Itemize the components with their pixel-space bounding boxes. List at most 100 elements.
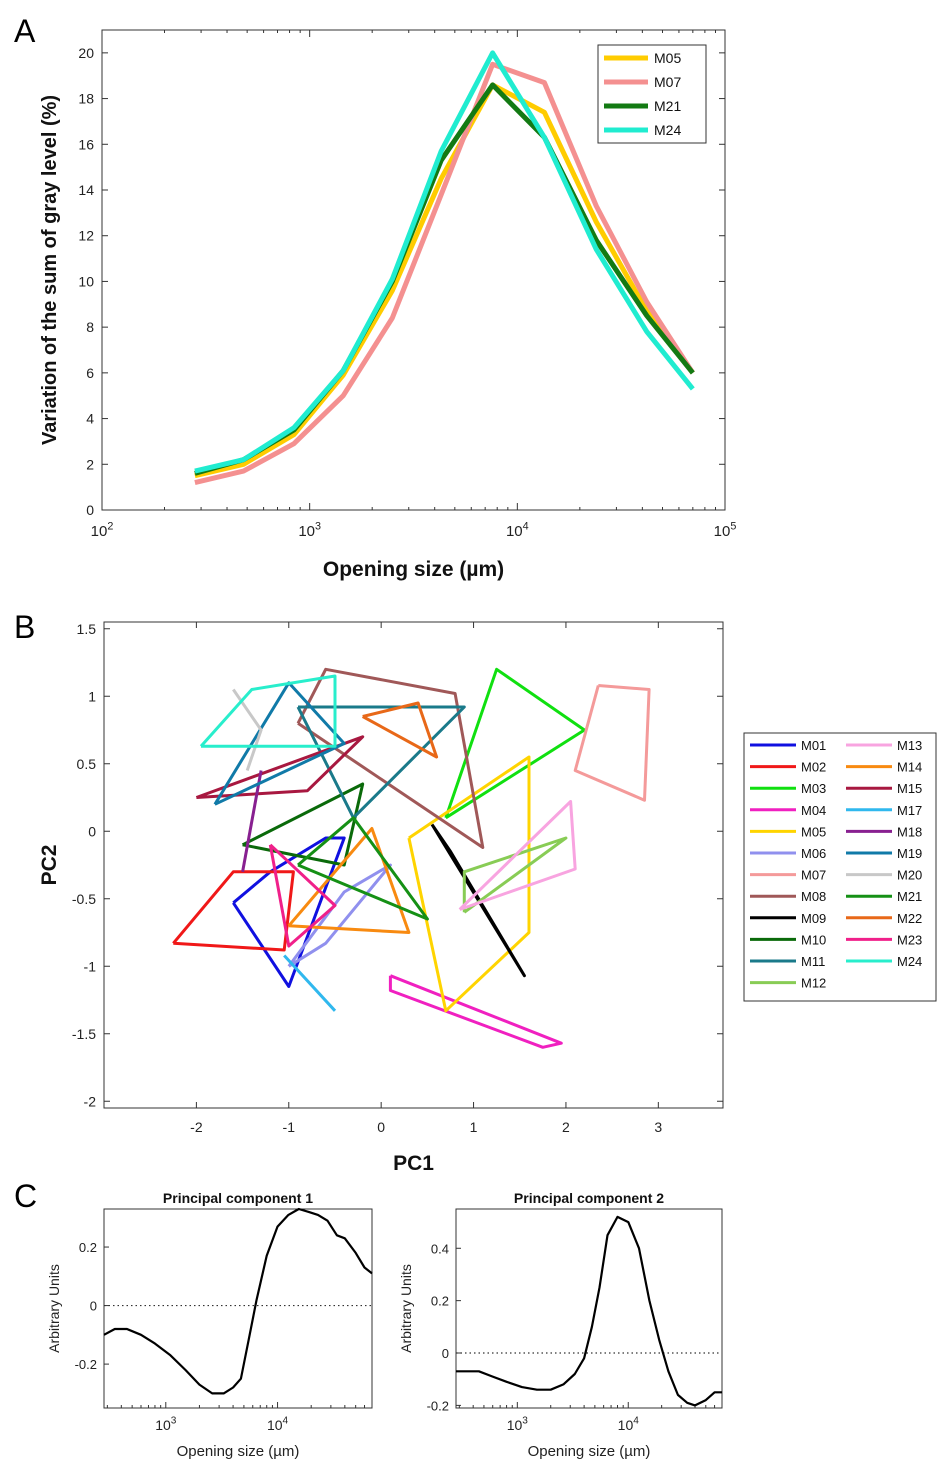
chart-b-series-m20 [232, 688, 263, 771]
chart-b-legend-label: M01 [801, 738, 826, 753]
chart-b-ytick-label: -1 [84, 958, 97, 974]
chart-b-series-m17 [283, 954, 337, 1012]
panel-label-b: B [14, 609, 35, 645]
chart-c2-curve [456, 1215, 722, 1407]
chart-b-legend-label: M14 [897, 760, 922, 775]
chart-a-ytick-label: 18 [78, 91, 94, 107]
chart-b-legend-box [743, 732, 937, 1002]
panel-label-a: A [14, 13, 36, 49]
chart-c1-plot-frame [103, 1208, 373, 1409]
chart-c2-ylabel: Arbitrary Units [398, 1264, 414, 1353]
chart-c2-ytick-label: 0.4 [431, 1241, 449, 1256]
chart-b-ytick-label: 1 [88, 688, 96, 704]
chart-b-series-m10 [241, 782, 365, 867]
chart-b-legend-label: M20 [897, 868, 922, 883]
chart-b-series-m04 [388, 974, 563, 1049]
chart-b-legend-label: M06 [801, 846, 826, 861]
chart-a-legend-box [597, 44, 707, 144]
chart-c2-xlabel: Opening size (µm) [528, 1443, 651, 1460]
chart-c1-ytick-label: 0.2 [79, 1240, 97, 1255]
chart-c2-title: Principal component 2 [514, 1190, 664, 1206]
chart-b-series-m07 [573, 684, 651, 802]
chart-b-ytick-label: 1.5 [77, 621, 97, 637]
chart-b-legend-label: M11 [801, 954, 825, 969]
chart-c2-principal-component-2: Principal component 2 -0.2 0 0.2 0.4 103 104 Op… [398, 1190, 723, 1460]
chart-b-series-m11 [296, 705, 466, 820]
chart-b-xlabel: PC1 [393, 1152, 434, 1175]
chart-b-legend-label: M12 [801, 976, 826, 991]
chart-b-legend-label: M09 [801, 911, 826, 926]
chart-a-ylabel: Variation of the sum of gray level (%) [39, 95, 61, 445]
chart-b-series-m22 [361, 701, 439, 759]
chart-b-legend-label: M22 [897, 911, 922, 926]
chart-c1-principal-component-1: Principal component 1 -0.2 0 0.2 103 104 Openi… [46, 1190, 373, 1460]
chart-b-series-m13 [458, 800, 577, 911]
chart-b-ylabel: PC2 [38, 845, 61, 886]
chart-b-ytick-label: -0.5 [72, 891, 96, 907]
chart-a-ytick-label: 0 [86, 502, 94, 518]
panel-label-c: C [14, 1178, 37, 1214]
chart-a-gray-level: 0 2 4 6 8 10 12 14 16 18 20 102 103 104 105 Opening siz… [39, 29, 736, 581]
chart-a-legend-label: M05 [654, 50, 681, 66]
chart-a-legend-label: M07 [654, 74, 681, 90]
chart-b-legend-label: M13 [897, 738, 922, 753]
chart-b-xtick-label: 1 [470, 1119, 478, 1135]
chart-b-series-m05 [407, 755, 531, 1013]
chart-c1-xtick-label: 103 [155, 1416, 177, 1433]
chart-b-series-m21 [297, 816, 429, 921]
chart-a-series-m24 [194, 50, 695, 474]
chart-c1-ytick-label: 0 [90, 1299, 97, 1314]
chart-a-xlabel: Opening size (µm) [323, 558, 504, 581]
chart-b-legend-label: M08 [801, 889, 826, 904]
chart-c2-xtick-label: 103 [507, 1416, 529, 1433]
chart-a-ytick-label: 20 [78, 45, 94, 61]
chart-b-legend-label: M19 [897, 846, 922, 861]
chart-b-series-m23 [268, 843, 337, 948]
chart-c1-title: Principal component 1 [163, 1190, 313, 1206]
chart-a-series-m07 [194, 61, 695, 486]
chart-b-xtick-label: -2 [190, 1119, 203, 1135]
chart-b-series-m09 [430, 823, 526, 978]
chart-b-series-m15 [195, 735, 365, 799]
chart-a-ytick-label: 6 [86, 365, 94, 381]
chart-a-legend-label: M24 [654, 122, 681, 138]
chart-b-ytick-label: -1.5 [72, 1026, 96, 1042]
chart-b-legend-label: M03 [801, 781, 826, 796]
chart-b-legend-label: M04 [801, 803, 826, 818]
chart-b-series-m08 [296, 667, 485, 849]
chart-b-ytick-label: -2 [84, 1093, 97, 1109]
chart-b-legend-label: M24 [897, 954, 922, 969]
chart-b-pca-scores: -2 -1 0 1 2 3 -2 -1.5 -1 -0.5 0 0.5 1 1.5 PC1 PC2 M01 M02… [38, 621, 937, 1175]
chart-c2-ytick-label: -0.2 [427, 1398, 449, 1413]
chart-b-series-m03 [444, 667, 586, 820]
chart-a-ytick-label: 2 [86, 456, 94, 472]
chart-b-series-m18 [241, 770, 263, 873]
chart-b-xtick-label: 0 [377, 1119, 385, 1135]
chart-c2-plot-frame [455, 1208, 723, 1409]
chart-a-legend-label: M21 [654, 98, 681, 114]
chart-c1-xlabel: Opening size (µm) [177, 1443, 300, 1460]
chart-c2-ytick-label: 0.2 [431, 1294, 449, 1309]
chart-b-series-m19 [213, 681, 346, 806]
chart-b-legend-label: M18 [897, 824, 922, 839]
chart-b-ytick-label: 0.5 [77, 756, 97, 772]
chart-b-xtick-label: 2 [562, 1119, 570, 1135]
chart-c2-xtick-label: 104 [618, 1416, 640, 1433]
chart-c1-curve [103, 1207, 373, 1395]
chart-b-xtick-label: 3 [654, 1119, 662, 1135]
chart-b-legend-label: M02 [801, 760, 826, 775]
chart-a-xtick-label: 103 [298, 520, 321, 540]
chart-a-ytick-label: 10 [78, 273, 94, 289]
chart-a-series-m05 [194, 82, 695, 479]
chart-b-series-m02 [172, 870, 295, 952]
chart-b-series-m01 [232, 836, 346, 988]
chart-a-xtick-label: 102 [91, 520, 114, 540]
chart-b-xtick-label: -1 [283, 1119, 296, 1135]
chart-b-legend-label: M15 [897, 781, 922, 796]
chart-a-ytick-label: 16 [78, 136, 94, 152]
chart-a-ytick-label: 14 [78, 182, 94, 198]
chart-c1-ytick-label: -0.2 [75, 1357, 97, 1372]
chart-b-legend-label: M10 [801, 932, 826, 947]
chart-b-legend-label: M07 [801, 868, 826, 883]
